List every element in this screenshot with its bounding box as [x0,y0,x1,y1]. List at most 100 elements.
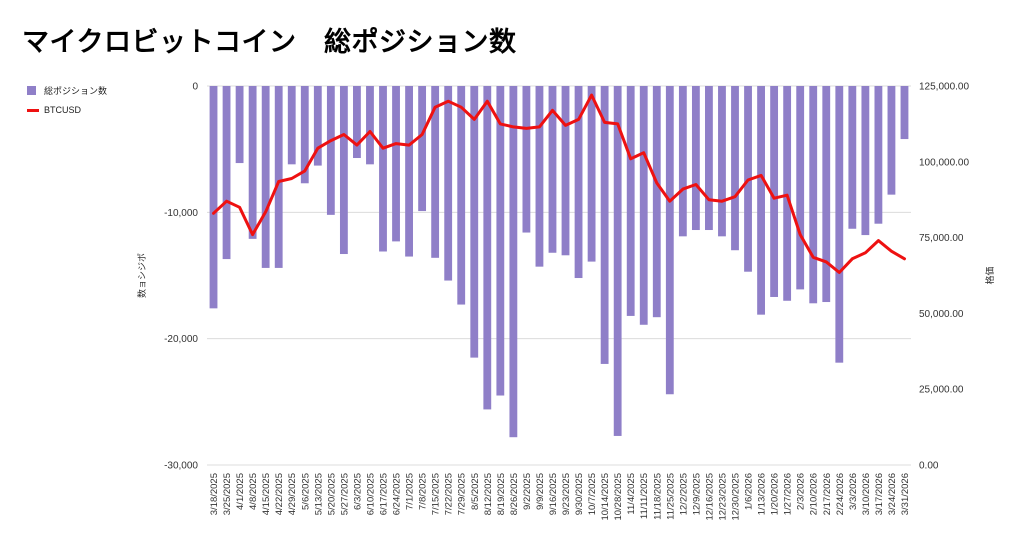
bar [757,86,765,315]
y-axis-label-left: 数ョシジポ [136,253,147,298]
legend-item-btcusd[interactable]: BTCUSD [27,100,107,120]
x-tick-label: 11/11/2025 [639,473,650,519]
bar [326,86,335,215]
x-tick-label: 3/17/2026 [874,473,885,515]
right-tick-label: 50,000.00 [919,309,964,320]
left-tick-label: -10,000 [164,208,198,219]
bar [613,86,622,436]
bar [705,86,713,231]
bar [470,86,479,358]
x-tick-label: 4/1/2025 [235,473,246,510]
x-tick-label: 12/9/2025 [691,473,702,515]
bar [339,86,348,255]
x-tick-label: 7/8/2025 [418,473,429,510]
legend-label-positions: 総ポジション数 [44,85,108,96]
bar [731,86,739,251]
x-tick-label: 7/29/2025 [457,473,468,515]
bar [235,86,244,164]
x-axis: 3/18/2025 3/25/2025 4/1/2025 4/8/2025 4/15/2… [209,473,911,521]
right-axis: 125,000.00 100,000.00 75,000.00 50,000.00 25… [919,82,969,472]
x-tick-label: 7/1/2025 [405,473,416,510]
x-tick-label: 5/27/2025 [339,473,350,515]
x-tick-label: 1/6/2026 [744,473,755,510]
bar [300,86,309,184]
bar [483,86,492,410]
right-tick-label: 100,000.00 [919,157,969,168]
x-tick-label: 3/25/2025 [222,473,233,515]
bar [639,86,648,325]
bar [887,86,896,195]
x-tick-label: 7/22/2025 [444,473,455,515]
x-tick-label: 6/24/2025 [392,473,403,515]
x-tick-label: 2/3/2026 [796,473,807,510]
x-tick-label: 2/10/2026 [809,473,820,515]
x-tick-label: 5/6/2025 [300,473,311,510]
bar [861,86,870,236]
bar [222,86,231,260]
bar [900,86,909,140]
x-tick-label: 12/16/2025 [704,473,715,521]
x-tick-label: 5/13/2025 [313,473,324,515]
bar [522,86,531,233]
x-tick-label: 6/3/2025 [352,473,363,510]
x-tick-label: 3/3/2026 [848,473,859,510]
x-tick-label: 9/16/2025 [548,473,559,515]
bar [418,86,427,212]
bar [822,86,831,303]
x-tick-label: 8/19/2025 [496,473,507,515]
bar [678,86,687,237]
bar [379,86,387,252]
bar [652,86,661,318]
bar [574,86,583,279]
left-tick-label: -20,000 [164,334,198,345]
bar [535,86,544,267]
bar [718,86,726,237]
x-tick-label: 12/30/2025 [731,473,742,521]
x-tick-label: 9/23/2025 [561,473,572,515]
bar [561,86,570,256]
bar [626,86,635,316]
bar [444,86,453,281]
gridlines [207,85,911,466]
chart-title: マイクロビットコイン 総ポジション数 [22,27,517,58]
legend-item-positions[interactable]: 総ポジション数 [27,80,107,100]
y-axis-label-right: 格価 [984,266,995,284]
bar [665,86,674,395]
x-tick-label: 10/7/2025 [587,473,598,515]
x-tick-label: 3/10/2026 [861,473,872,515]
x-tick-label: 4/22/2025 [274,473,285,515]
legend-swatch-line [27,108,39,112]
bar [770,86,779,297]
x-tick-label: 9/30/2025 [574,473,585,515]
left-axis: 0 -10,000 -20,000 -30,000 [164,82,198,472]
x-tick-label: 2/24/2026 [835,473,846,515]
x-tick-label: 7/15/2025 [431,473,442,515]
left-tick-label: -30,000 [164,461,198,472]
x-tick-label: 10/14/2025 [600,473,611,521]
line-series [212,93,906,274]
x-tick-label: 8/12/2025 [483,473,494,515]
bar [848,86,857,229]
right-tick-label: 125,000.00 [919,82,969,93]
bar-series [209,86,909,438]
x-tick-label: 10/28/2025 [613,473,624,521]
bar [431,86,440,258]
left-tick-label: 0 [192,82,198,93]
btcusd-line [212,93,906,274]
bar [835,86,844,363]
x-tick-label: 12/2/2025 [678,473,689,515]
x-tick-label: 8/26/2025 [509,473,520,515]
legend-label-btcusd: BTCUSD [44,105,82,115]
bar [287,86,296,165]
bar [457,86,466,305]
x-tick-label: 11/25/2025 [665,473,676,520]
x-tick-label: 1/20/2026 [770,473,781,515]
x-tick-label: 4/15/2025 [261,473,272,515]
x-tick-label: 3/24/2026 [887,473,898,515]
bar [783,86,792,301]
x-tick-label: 6/10/2025 [366,473,377,515]
legend: 総ポジション数 BTCUSD [27,80,107,120]
x-tick-label: 5/20/2025 [326,473,337,515]
legend-swatch-bar [27,85,36,95]
